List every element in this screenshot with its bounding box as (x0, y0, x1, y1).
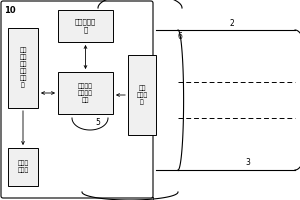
Bar (8, 148, 38, 186)
Text: 大容
量可
充电
蓄电
池模
块: 大容 量可 充电 蓄电 池模 块 (19, 48, 27, 88)
Text: 10: 10 (4, 6, 16, 15)
Bar (58, 72, 113, 114)
Text: 智能超低
功耗主控
模块: 智能超低 功耗主控 模块 (78, 83, 93, 103)
Bar (58, 10, 113, 42)
Bar (8, 28, 38, 108)
Text: 6: 6 (178, 32, 183, 41)
Text: 3: 3 (245, 158, 250, 167)
Text: 无线通信模
块: 无线通信模 块 (75, 19, 96, 33)
Text: 电源管
理模块: 电源管 理模块 (17, 161, 28, 173)
Text: 2: 2 (230, 19, 235, 28)
Text: 1: 1 (150, 197, 155, 200)
Text: 5: 5 (95, 118, 100, 127)
Bar (128, 55, 156, 135)
Text: 防拆
报警模
块: 防拆 报警模 块 (136, 85, 148, 105)
